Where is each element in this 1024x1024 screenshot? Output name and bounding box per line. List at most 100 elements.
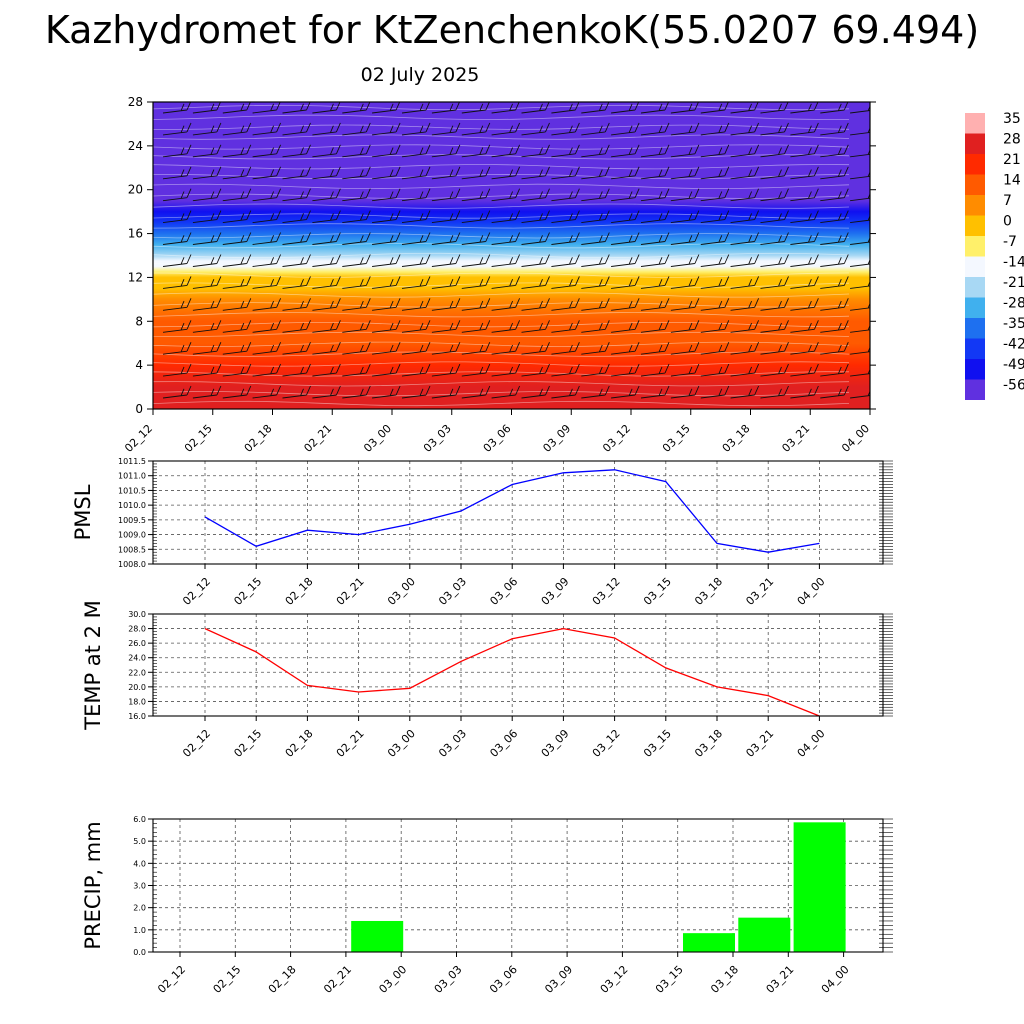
x-tick-label: 03_00: [361, 422, 394, 455]
plot-frame: [152, 460, 884, 565]
wind-barb: [700, 276, 730, 289]
wind-barb: [162, 298, 192, 311]
wind-barb: [461, 232, 491, 245]
wind-barb: [521, 385, 550, 399]
x-tick-label: 02_12: [180, 575, 213, 608]
wind-barb: [282, 144, 311, 158]
wind-barb: [581, 166, 610, 180]
wind-barb: [372, 232, 401, 245]
wind-barb: [581, 144, 610, 158]
x-tick-label: 03_12: [590, 575, 623, 608]
wind-barb: [581, 254, 610, 267]
wind-barb: [700, 144, 730, 158]
colorbar-swatch: [965, 133, 985, 154]
wind-barb: [790, 210, 819, 224]
contour-line: [153, 114, 850, 120]
y-tick-label: 30.0: [128, 610, 146, 619]
wind-barb: [880, 342, 908, 354]
wind-barb: [162, 320, 192, 333]
contour-line: [153, 144, 850, 150]
wind-barb: [252, 298, 282, 311]
wind-barb: [312, 363, 341, 377]
wind-barb: [401, 276, 431, 289]
wind-barb: [730, 342, 760, 355]
wind-barb: [372, 188, 401, 202]
y-tick-label: 1010.0: [118, 501, 146, 510]
wind-barb: [551, 254, 580, 267]
wind-barb: [461, 276, 491, 289]
wind-barb: [312, 122, 341, 136]
wind-barb: [312, 342, 341, 355]
colorbar-swatch: [965, 297, 985, 318]
y-tick-label: 4.0: [133, 859, 146, 868]
wind-barb: [521, 342, 550, 355]
wind-barb: [312, 232, 341, 245]
wind-barb: [222, 320, 252, 333]
y-axis-title: PMSL: [71, 484, 95, 540]
colorbar-swatch: [965, 256, 985, 277]
wind-barb: [491, 144, 521, 158]
colorbar-swatch: [965, 113, 985, 134]
wind-barb: [790, 188, 819, 202]
wind-barb: [880, 298, 908, 310]
wind-barb: [611, 298, 640, 311]
y-tick-label: 24: [128, 139, 143, 153]
wind-barb: [192, 342, 222, 355]
wind-barb: [431, 254, 461, 267]
wind-barb: [640, 254, 670, 267]
wind-barb: [162, 254, 192, 267]
wind-barb: [581, 232, 610, 245]
wind-barb: [222, 298, 252, 311]
wind-barb: [700, 385, 730, 399]
y-tick-label: 5.0: [133, 837, 146, 846]
wind-barb: [521, 254, 550, 267]
wind-barb: [880, 189, 908, 201]
wind-barb: [581, 298, 610, 311]
wind-barb: [670, 298, 700, 311]
colorbar: 35 28 21 14 7 0 -7 -14 -21 -28 -35 -42 -49 -56: [965, 111, 1024, 400]
wind-barb: [880, 211, 908, 223]
wind-barb: [551, 320, 580, 333]
colorbar-swatch: [965, 154, 985, 175]
wind-barb: [611, 166, 640, 180]
wind-barb: [162, 276, 192, 289]
wind-barb: [401, 188, 431, 202]
wind-barb: [312, 320, 341, 333]
wind-barb: [491, 363, 521, 377]
wind-barb: [192, 363, 222, 377]
wind-barb: [282, 166, 311, 180]
wind-barb: [162, 210, 192, 224]
wind-barb: [880, 364, 908, 376]
wind-barb: [491, 232, 521, 245]
contour-line: [153, 272, 850, 278]
wind-barb: [491, 276, 521, 289]
x-tick-label: 03_15: [660, 422, 693, 455]
wind-barb: [491, 298, 521, 311]
wind-barb: [401, 320, 431, 333]
wind-barb: [192, 298, 222, 311]
wind-barb: [670, 166, 700, 180]
wind-barb: [162, 385, 192, 399]
y-tick-label: 2.0: [133, 904, 146, 913]
temp-panel: 16.0 18.0 20.0 22.0 24.0 26.0 28.0 30.0 02_12 02_…: [81, 600, 893, 760]
wind-barb: [700, 342, 730, 355]
wind-barb: [730, 363, 760, 377]
wind-barb: [551, 144, 580, 158]
colorbar-label: -21: [1003, 275, 1024, 291]
x-tick-label: 04_00: [839, 422, 872, 455]
x-tick-label: 02_15: [231, 575, 264, 608]
y-tick-label: 22.0: [128, 668, 146, 677]
wind-barb: [282, 210, 311, 224]
x-tick-label: 02_12: [122, 422, 155, 455]
wind-barb: [312, 188, 341, 202]
x-tick-label: 03_18: [720, 422, 753, 455]
x-tick-label: 03_09: [539, 575, 572, 608]
chart-date: 02 July 2025: [360, 64, 480, 86]
y-tick-label: 1008.5: [118, 545, 146, 554]
wind-barb: [222, 363, 252, 377]
x-tick-label: 02_18: [242, 422, 275, 455]
wind-barb: [581, 342, 610, 355]
contour-line: [153, 183, 850, 190]
wind-barb: [461, 188, 491, 202]
wind-barb: [192, 122, 222, 136]
